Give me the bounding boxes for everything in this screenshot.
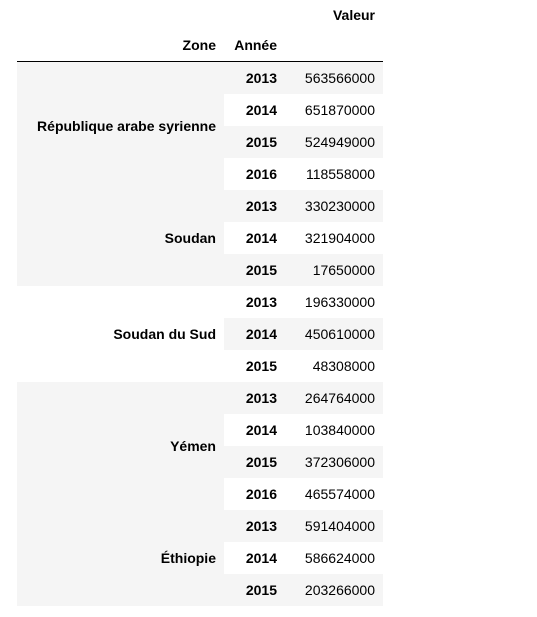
year-label: 2013: [245, 294, 277, 310]
year-label: 2015: [245, 582, 277, 598]
value-cell: 203266000: [304, 582, 375, 598]
year-label: 2013: [245, 390, 277, 406]
zone-label: Yémen: [17, 382, 224, 510]
year-label: 2013: [245, 70, 277, 86]
zone-label: Soudan du Sud: [17, 286, 224, 382]
value-cell: 651870000: [304, 102, 375, 118]
value-cell: 465574000: [304, 486, 375, 502]
index-name-year: Année: [224, 30, 285, 62]
value-cell: 524949000: [304, 134, 375, 150]
year-label: 2014: [245, 102, 277, 118]
zone-label: Éthiopie: [17, 510, 224, 606]
value-cell: 591404000: [304, 518, 375, 534]
year-label: 2013: [245, 198, 277, 214]
header-blank-year: [224, 0, 285, 30]
year-label: 2015: [245, 134, 277, 150]
year-label: 2014: [245, 422, 277, 438]
zone-label: Soudan: [17, 190, 224, 286]
year-label: 2015: [245, 454, 277, 470]
value-cell: 586624000: [304, 550, 375, 566]
value-cell: 563566000: [304, 70, 375, 86]
header-blank-value: [285, 30, 383, 62]
table-row: Soudan du Sud 2013 196330000: [17, 286, 383, 382]
year-label: 2014: [245, 550, 277, 566]
value-cell: 330230000: [304, 198, 375, 214]
column-header-value: Valeur: [332, 7, 375, 23]
value-cell: 103840000: [304, 422, 375, 438]
value-cell: 264764000: [304, 390, 375, 406]
zone-label: République arabe syrienne: [17, 61, 224, 190]
year-label: 2015: [245, 358, 277, 374]
year-label: 2016: [245, 486, 277, 502]
year-label: 2015: [245, 262, 277, 278]
value-cell: 450610000: [304, 326, 375, 342]
table-row: République arabe syrienne 2013 563566000: [17, 61, 383, 190]
year-label: 2013: [245, 518, 277, 534]
header-row-columns: Valeur: [17, 0, 383, 30]
table-header: Valeur Zone Année: [17, 0, 383, 62]
dataframe-table: Valeur Zone Année République arabe syrie…: [17, 0, 383, 606]
table-row: Yémen 2013 264764000: [17, 382, 383, 510]
value-cell: 17650000: [312, 262, 375, 278]
header-blank-zone: [17, 0, 224, 30]
value-cell: 321904000: [304, 230, 375, 246]
header-row-index-names: Zone Année: [17, 30, 383, 62]
table-row: Soudan 2013 330230000: [17, 190, 383, 286]
year-label: 2016: [245, 166, 277, 182]
table-body: République arabe syrienne 2013 563566000 20…: [17, 61, 383, 606]
value-cell: 48308000: [312, 358, 375, 374]
year-label: 2014: [245, 326, 277, 342]
year-label: 2014: [245, 230, 277, 246]
value-cell: 372306000: [304, 454, 375, 470]
table-row: Éthiopie 2013 591404000: [17, 510, 383, 606]
value-cell: 196330000: [304, 294, 375, 310]
index-name-zone: Zone: [17, 30, 224, 62]
value-cell: 118558000: [305, 166, 375, 182]
